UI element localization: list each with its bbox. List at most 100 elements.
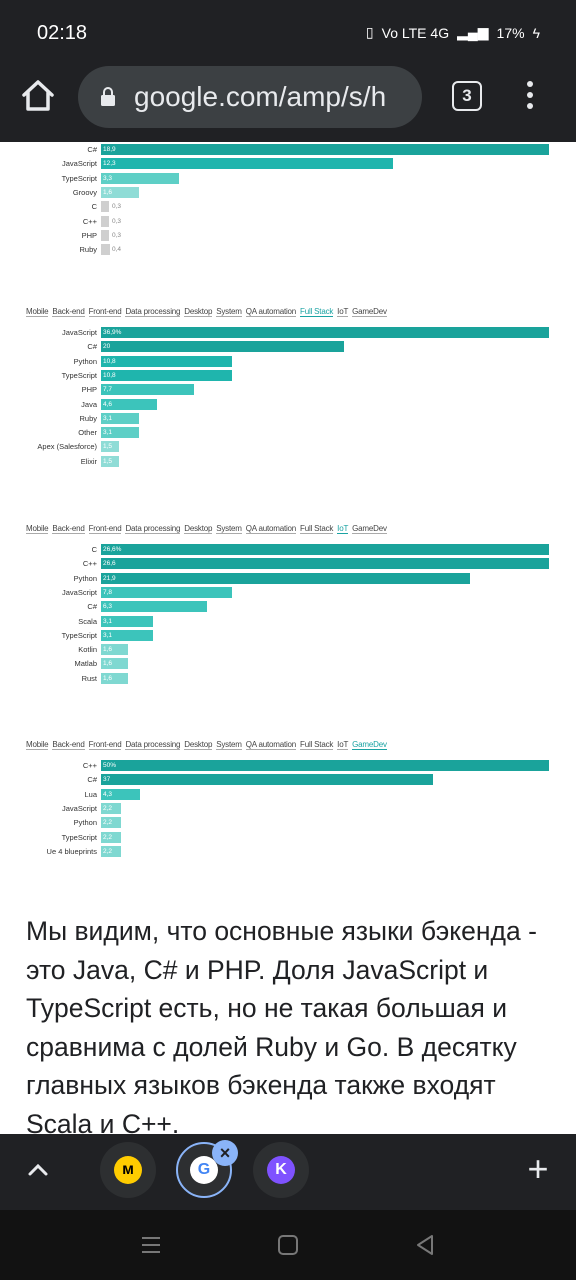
chart-row: Java 4,6	[0, 398, 576, 410]
bar-label: Python	[73, 573, 97, 583]
chart-row: C 26,6%	[0, 544, 576, 555]
bar	[101, 215, 109, 227]
bar	[101, 355, 233, 367]
filter-tab[interactable]: System	[216, 740, 242, 750]
back-icon[interactable]	[412, 1232, 438, 1258]
chart-row: C# 37	[0, 774, 576, 786]
chart-row: Kotlin 1,6	[0, 644, 576, 656]
bar-value: 1,6	[103, 660, 113, 668]
bar-label: Lua	[84, 789, 97, 799]
chart-row: Groovy 1,6	[0, 186, 576, 198]
bar	[101, 455, 120, 467]
chart-row: Ue 4 blueprints 2,2	[0, 845, 576, 857]
filter-tab[interactable]: IoT	[337, 740, 349, 750]
tab-switcher-button[interactable]: 3	[452, 81, 482, 111]
bar-label: Scala	[78, 616, 97, 626]
bar-value: 3,1	[103, 631, 113, 639]
bar	[101, 186, 139, 198]
bar-label: Ruby	[79, 245, 97, 255]
bar-value: 3,3	[103, 174, 113, 182]
filter-tab[interactable]: System	[216, 524, 242, 534]
filter-tab[interactable]: Desktop	[184, 740, 213, 750]
chart-row: Scala 3,1	[0, 615, 576, 627]
chart-row: TypeScript 3,3	[0, 172, 576, 184]
url-bar[interactable]: google.com/amp/s/h	[78, 66, 422, 128]
tab-kotlin[interactable]: K	[253, 1142, 309, 1198]
filter-tab[interactable]: Back-end	[52, 740, 85, 750]
tab-yandex-market[interactable]: м	[100, 1142, 156, 1198]
chart-row: TypeScript 10,8	[0, 369, 576, 381]
chart-row: C++ 0,3	[0, 215, 576, 227]
filter-tab[interactable]: Desktop	[184, 524, 213, 534]
bar	[101, 774, 433, 786]
more-menu-icon[interactable]	[522, 78, 538, 114]
filter-tab[interactable]: Data processing	[125, 524, 181, 534]
bar-value: 21,9	[103, 574, 116, 582]
lock-icon	[101, 87, 115, 106]
chevron-up-icon[interactable]	[26, 1158, 50, 1182]
add-tab-icon[interactable]: +	[527, 1148, 549, 1189]
bar	[101, 327, 549, 338]
filter-tab[interactable]: Mobile	[26, 307, 49, 317]
filter-tab[interactable]: GameDev	[352, 740, 387, 750]
bar-label: Ue 4 blueprints	[46, 846, 97, 856]
bar	[101, 201, 109, 213]
filter-tab[interactable]: IoT	[337, 524, 349, 534]
bar-value: 20	[103, 343, 111, 351]
filter-tab[interactable]: Data processing	[125, 307, 181, 317]
home-nav-icon[interactable]	[275, 1232, 301, 1258]
filter-tab[interactable]: QA automation	[245, 740, 297, 750]
bar-value: 1,5	[103, 457, 113, 465]
filter-tab[interactable]: QA automation	[245, 524, 297, 534]
browser-toolbar: google.com/amp/s/h 3	[0, 64, 576, 142]
bar	[101, 845, 121, 857]
filter-tab[interactable]: QA automation	[245, 307, 297, 317]
bar-label: Python	[73, 818, 97, 828]
filter-tab[interactable]: Data processing	[125, 740, 181, 750]
chart-row: Python 10,8	[0, 355, 576, 367]
filter-tab[interactable]: Back-end	[52, 307, 85, 317]
bar-value: 1,5	[103, 443, 113, 451]
bar-label: C#	[87, 775, 97, 785]
chart-row: JavaScript 36,9%	[0, 327, 576, 338]
bar	[101, 244, 111, 256]
home-icon[interactable]	[18, 76, 58, 116]
filter-tab[interactable]: GameDev	[352, 524, 387, 534]
bar-label: JavaScript	[61, 803, 97, 813]
chart-row: Python 2,2	[0, 817, 576, 829]
filter-tab[interactable]: Mobile	[26, 524, 49, 534]
filter-tab[interactable]: Full Stack	[300, 740, 334, 750]
filter-tab[interactable]: GameDev	[352, 307, 387, 317]
chart-filter-tabs: Mobile Back-end Front-end Data processing De…	[26, 524, 391, 534]
filter-tab[interactable]: System	[216, 307, 242, 317]
bar-label: Apex (Salesforce)	[37, 442, 97, 452]
bar-label: TypeScript	[61, 630, 97, 640]
bar-value: 1,6	[103, 646, 113, 654]
yandex-market-icon: м	[114, 1156, 142, 1184]
filter-tab[interactable]: Full Stack	[300, 307, 334, 317]
url-text[interactable]: google.com/amp/s/h	[134, 81, 387, 112]
bar	[101, 644, 128, 656]
close-tab-icon[interactable]: ×	[212, 1140, 238, 1166]
bar	[101, 144, 549, 155]
chart-filter-tabs: Mobile Back-end Front-end Data processing De…	[26, 307, 391, 317]
filter-tab[interactable]: Front-end	[88, 307, 122, 317]
network-label: Vo LTE 4G	[381, 24, 450, 41]
bar	[101, 817, 121, 829]
filter-tab[interactable]: Mobile	[26, 740, 49, 750]
filter-tab[interactable]: Desktop	[184, 307, 213, 317]
recents-icon[interactable]	[138, 1232, 164, 1258]
bar-value: 36,9%	[103, 329, 122, 336]
bar-label: Other	[78, 428, 97, 438]
bar-label: PHP	[81, 230, 97, 240]
filter-tab[interactable]: Back-end	[52, 524, 85, 534]
filter-tab[interactable]: Front-end	[88, 740, 122, 750]
filter-tab[interactable]: IoT	[337, 307, 349, 317]
tab-group-bar: м G K × +	[0, 1134, 576, 1210]
filter-tab[interactable]: Full Stack	[300, 524, 334, 534]
filter-tab[interactable]: Front-end	[88, 524, 122, 534]
bar	[101, 398, 157, 410]
bar-value: 50%	[103, 762, 117, 769]
chart-row: C# 20	[0, 341, 576, 353]
bar	[101, 384, 195, 396]
